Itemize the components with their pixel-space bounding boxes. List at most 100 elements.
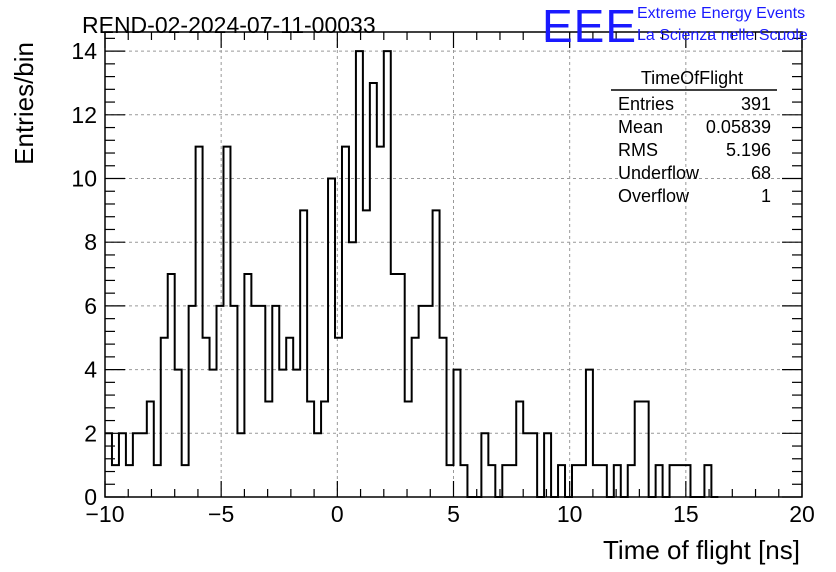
stats-label: Overflow — [618, 186, 690, 206]
y-tick-label: 14 — [71, 38, 97, 64]
histogram-bin — [328, 179, 335, 497]
histogram-bin — [600, 465, 607, 497]
histogram-bin — [593, 465, 600, 497]
x-tick-label: 15 — [673, 501, 699, 527]
histogram-bin — [391, 274, 398, 497]
histogram-bin — [447, 465, 454, 497]
y-tick-label: 8 — [84, 229, 97, 255]
histogram-bin — [516, 401, 523, 497]
histogram-bin — [628, 465, 635, 497]
y-axis-label: Entries/bin — [9, 42, 39, 165]
histogram-bin — [635, 401, 642, 497]
histogram-bin — [342, 147, 349, 497]
stats-label: Mean — [618, 117, 663, 137]
histogram-bin — [377, 147, 384, 497]
stats-value: 0.05839 — [706, 117, 771, 137]
histogram-bin — [147, 401, 154, 497]
histogram-bin — [140, 433, 147, 497]
eee-logo: EEE Extreme Energy Events La Scienza nel… — [542, 0, 808, 52]
histogram-bin — [272, 306, 279, 497]
logo-mark: EEE — [542, 0, 637, 52]
histogram-bin — [530, 433, 537, 497]
histogram-bin — [481, 433, 488, 497]
stats-value: 391 — [741, 94, 771, 114]
y-tick-label: 12 — [71, 102, 97, 128]
y-tick-label: 2 — [84, 420, 97, 446]
histogram-bin — [677, 465, 684, 497]
histogram-bin — [286, 338, 293, 497]
histogram-bin — [509, 465, 516, 497]
histogram-bin — [265, 401, 272, 497]
histogram-bin — [363, 210, 370, 497]
histogram-bin — [488, 465, 495, 497]
histogram-bin — [189, 306, 196, 497]
histogram-bin — [217, 306, 224, 497]
histogram-bin — [321, 401, 328, 497]
histogram-bin — [670, 465, 677, 497]
histogram-bin — [168, 274, 175, 497]
x-tick-label: −5 — [208, 501, 234, 527]
histogram-bin — [684, 465, 691, 497]
histogram-bin — [335, 338, 342, 497]
histogram-bin — [704, 465, 711, 497]
x-axis-label: Time of flight [ns] — [603, 535, 800, 565]
histogram-bin — [384, 51, 391, 497]
x-tick-label: −10 — [85, 501, 124, 527]
histogram-bin — [614, 465, 621, 497]
stats-value: 68 — [751, 163, 771, 183]
histogram-bin — [356, 51, 363, 497]
logo-line-2: La Scienza nelle Scuole — [637, 27, 808, 44]
x-tick-label: 20 — [789, 501, 815, 527]
histogram-bin — [314, 433, 321, 497]
y-tick-label: 10 — [71, 166, 97, 192]
histogram-bin — [300, 210, 307, 497]
histogram-bin — [544, 433, 551, 497]
x-tick-label: 0 — [331, 501, 344, 527]
histogram-bin — [126, 465, 133, 497]
histogram-bin — [440, 338, 447, 497]
histogram-bin — [572, 465, 579, 497]
histogram-bin — [502, 465, 509, 497]
stats-label: Entries — [618, 94, 674, 114]
histogram-bin — [196, 147, 203, 497]
histogram-bin — [182, 465, 189, 497]
histogram-bin — [307, 401, 314, 497]
histogram-bin — [558, 465, 565, 497]
histogram-bin — [419, 306, 426, 497]
y-tick-label: 0 — [84, 484, 97, 510]
histogram-bin — [433, 210, 440, 497]
y-tick-label: 4 — [84, 357, 97, 383]
stats-label: RMS — [618, 140, 658, 160]
axes — [104, 31, 803, 498]
histogram-bin — [398, 274, 405, 497]
histogram-bin — [523, 433, 530, 497]
x-tick-label: 5 — [447, 501, 460, 527]
logo-line-1: Extreme Energy Events — [637, 5, 805, 22]
histogram-bin — [237, 433, 244, 497]
histogram-bin — [154, 465, 161, 497]
histogram-bin — [244, 274, 251, 497]
histogram-bin — [112, 465, 119, 497]
histogram-bin — [203, 338, 210, 497]
histogram-bin — [579, 465, 586, 497]
histogram-bin — [251, 306, 258, 497]
stats-label: Underflow — [618, 163, 700, 183]
chart-title: REND-02-2024-07-11-00033 — [82, 12, 376, 38]
histogram-bin — [426, 306, 433, 497]
histogram-bin — [460, 465, 467, 497]
x-tick-label: 10 — [557, 501, 583, 527]
histogram-bin — [258, 306, 265, 497]
histogram-bin — [405, 401, 412, 497]
stats-box: TimeOfFlight Entries 391 Mean 0.05839 RMS 5.1… — [611, 68, 777, 206]
histogram-bin — [370, 83, 377, 497]
histogram-bin — [161, 338, 168, 497]
stats-value: 1 — [761, 186, 771, 206]
histogram-bin — [223, 147, 230, 497]
histogram-bin — [412, 338, 419, 497]
stats-title: TimeOfFlight — [641, 68, 743, 88]
y-tick-label: 6 — [84, 293, 97, 319]
histogram-bin — [119, 433, 126, 497]
histogram-bin — [105, 433, 112, 497]
